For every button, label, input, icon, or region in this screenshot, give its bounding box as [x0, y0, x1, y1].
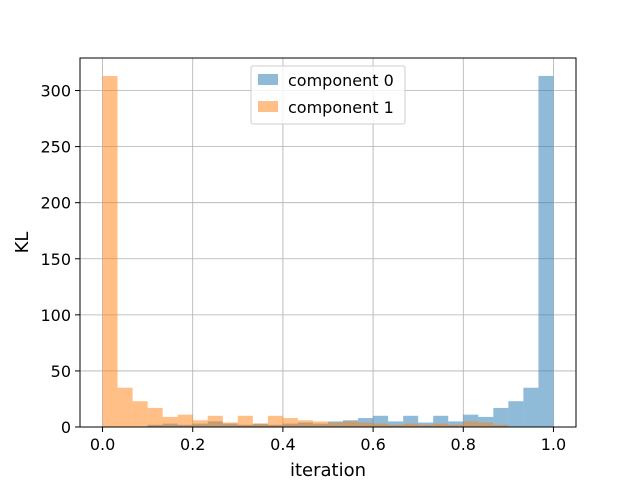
y-tick-label: 150: [40, 250, 71, 269]
y-tick-label: 200: [40, 194, 71, 213]
x-tick-label: 0.2: [180, 435, 205, 454]
bar-component-1: [147, 407, 163, 427]
y-tick-label: 0: [61, 418, 71, 437]
bar-component-1: [297, 420, 313, 427]
bar-component-0: [493, 407, 509, 427]
bar-component-1: [282, 418, 298, 427]
bar-component-1: [463, 421, 479, 427]
x-axis-label: iteration: [290, 460, 366, 480]
x-tick-label: 1.0: [541, 435, 566, 454]
bar-component-0: [538, 75, 554, 428]
x-tick-label: 0.0: [90, 435, 115, 454]
bar-component-1: [418, 424, 434, 427]
bar-component-1: [433, 423, 449, 427]
y-tick-label: 50: [51, 362, 71, 381]
bar-component-0: [388, 421, 404, 427]
bar-component-0: [403, 415, 419, 427]
legend-swatch-component-1: [258, 101, 278, 112]
bar-component-1: [237, 415, 253, 427]
bar-component-1: [388, 424, 404, 427]
y-tick-label: 100: [40, 306, 71, 325]
bar-component-1: [102, 75, 118, 428]
bar-component-1: [343, 421, 359, 427]
bar-component-1: [222, 422, 238, 427]
bar-component-1: [493, 424, 509, 427]
bar-component-1: [312, 421, 328, 427]
bar-component-1: [267, 415, 283, 427]
bar-component-0: [508, 401, 524, 427]
bar-component-1: [373, 423, 389, 427]
legend-label-component-1: component 1: [288, 98, 394, 117]
y-tick-label: 300: [40, 82, 71, 101]
bar-component-1: [207, 415, 223, 427]
bars: [102, 75, 554, 428]
axis-ticks: 0.0 0.2 0.4 0.6 0.8 1.0 0 50 100 150 200 250 300: [40, 82, 566, 454]
legend-box: [250, 65, 406, 125]
legend-swatch-component-0: [258, 74, 278, 85]
bar-component-1: [132, 401, 148, 427]
bar-component-1: [403, 423, 419, 427]
bar-component-1: [328, 422, 344, 427]
bar-component-0: [478, 416, 494, 427]
bar-component-1: [252, 423, 268, 427]
bar-component-0: [523, 387, 539, 427]
legend-label-component-0: component 0: [288, 71, 394, 90]
x-tick-label: 0.8: [451, 435, 476, 454]
plot-frame: [79, 57, 577, 428]
bar-component-0: [448, 421, 464, 427]
bar-component-1: [162, 416, 178, 427]
bar-component-1: [177, 414, 193, 427]
bar-component-1: [117, 387, 133, 427]
bar-component-0: [373, 415, 389, 427]
legend: component 0 component 1: [250, 65, 406, 125]
bar-component-1: [192, 420, 208, 427]
bar-component-0: [433, 415, 449, 427]
x-tick-label: 0.6: [360, 435, 385, 454]
y-tick-label: 250: [40, 138, 71, 157]
bar-component-1: [448, 424, 464, 427]
y-axis-label: KL: [12, 232, 33, 254]
bar-component-1: [478, 422, 494, 427]
bar-component-1: [358, 422, 374, 427]
x-tick-label: 0.4: [270, 435, 295, 454]
